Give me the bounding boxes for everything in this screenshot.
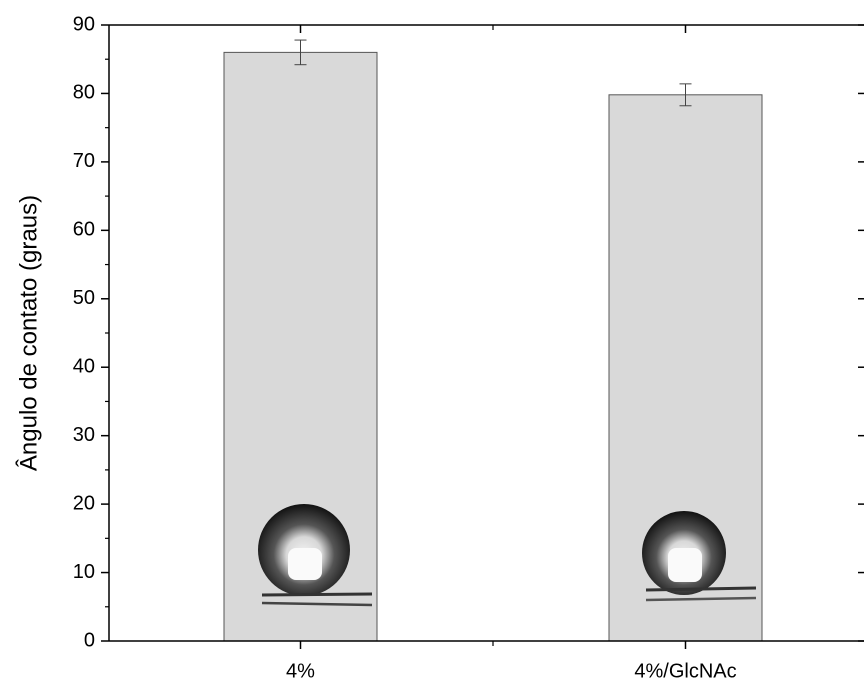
y-tick-label: 50 xyxy=(73,287,95,309)
error-bar xyxy=(294,39,307,66)
x-tick-label: 4%/GlcNAc xyxy=(634,660,736,682)
x-tick-label: 4% xyxy=(286,660,315,682)
y-tick-label: 10 xyxy=(73,561,95,583)
y-axis-title: Ângulo de contato (graus) xyxy=(15,195,42,471)
y-tick-label: 70 xyxy=(73,150,95,172)
droplet-image xyxy=(642,511,757,602)
y-tick-label: 80 xyxy=(73,82,95,104)
y-tick-label: 60 xyxy=(73,219,95,241)
y-tick-label: 90 xyxy=(73,13,95,35)
droplet-image xyxy=(258,504,373,607)
y-tick-label: 0 xyxy=(84,629,95,651)
error-bar xyxy=(679,83,692,107)
y-tick-label: 20 xyxy=(73,492,95,514)
y-tick-label: 40 xyxy=(73,356,95,378)
y-tick-label: 30 xyxy=(73,424,95,446)
